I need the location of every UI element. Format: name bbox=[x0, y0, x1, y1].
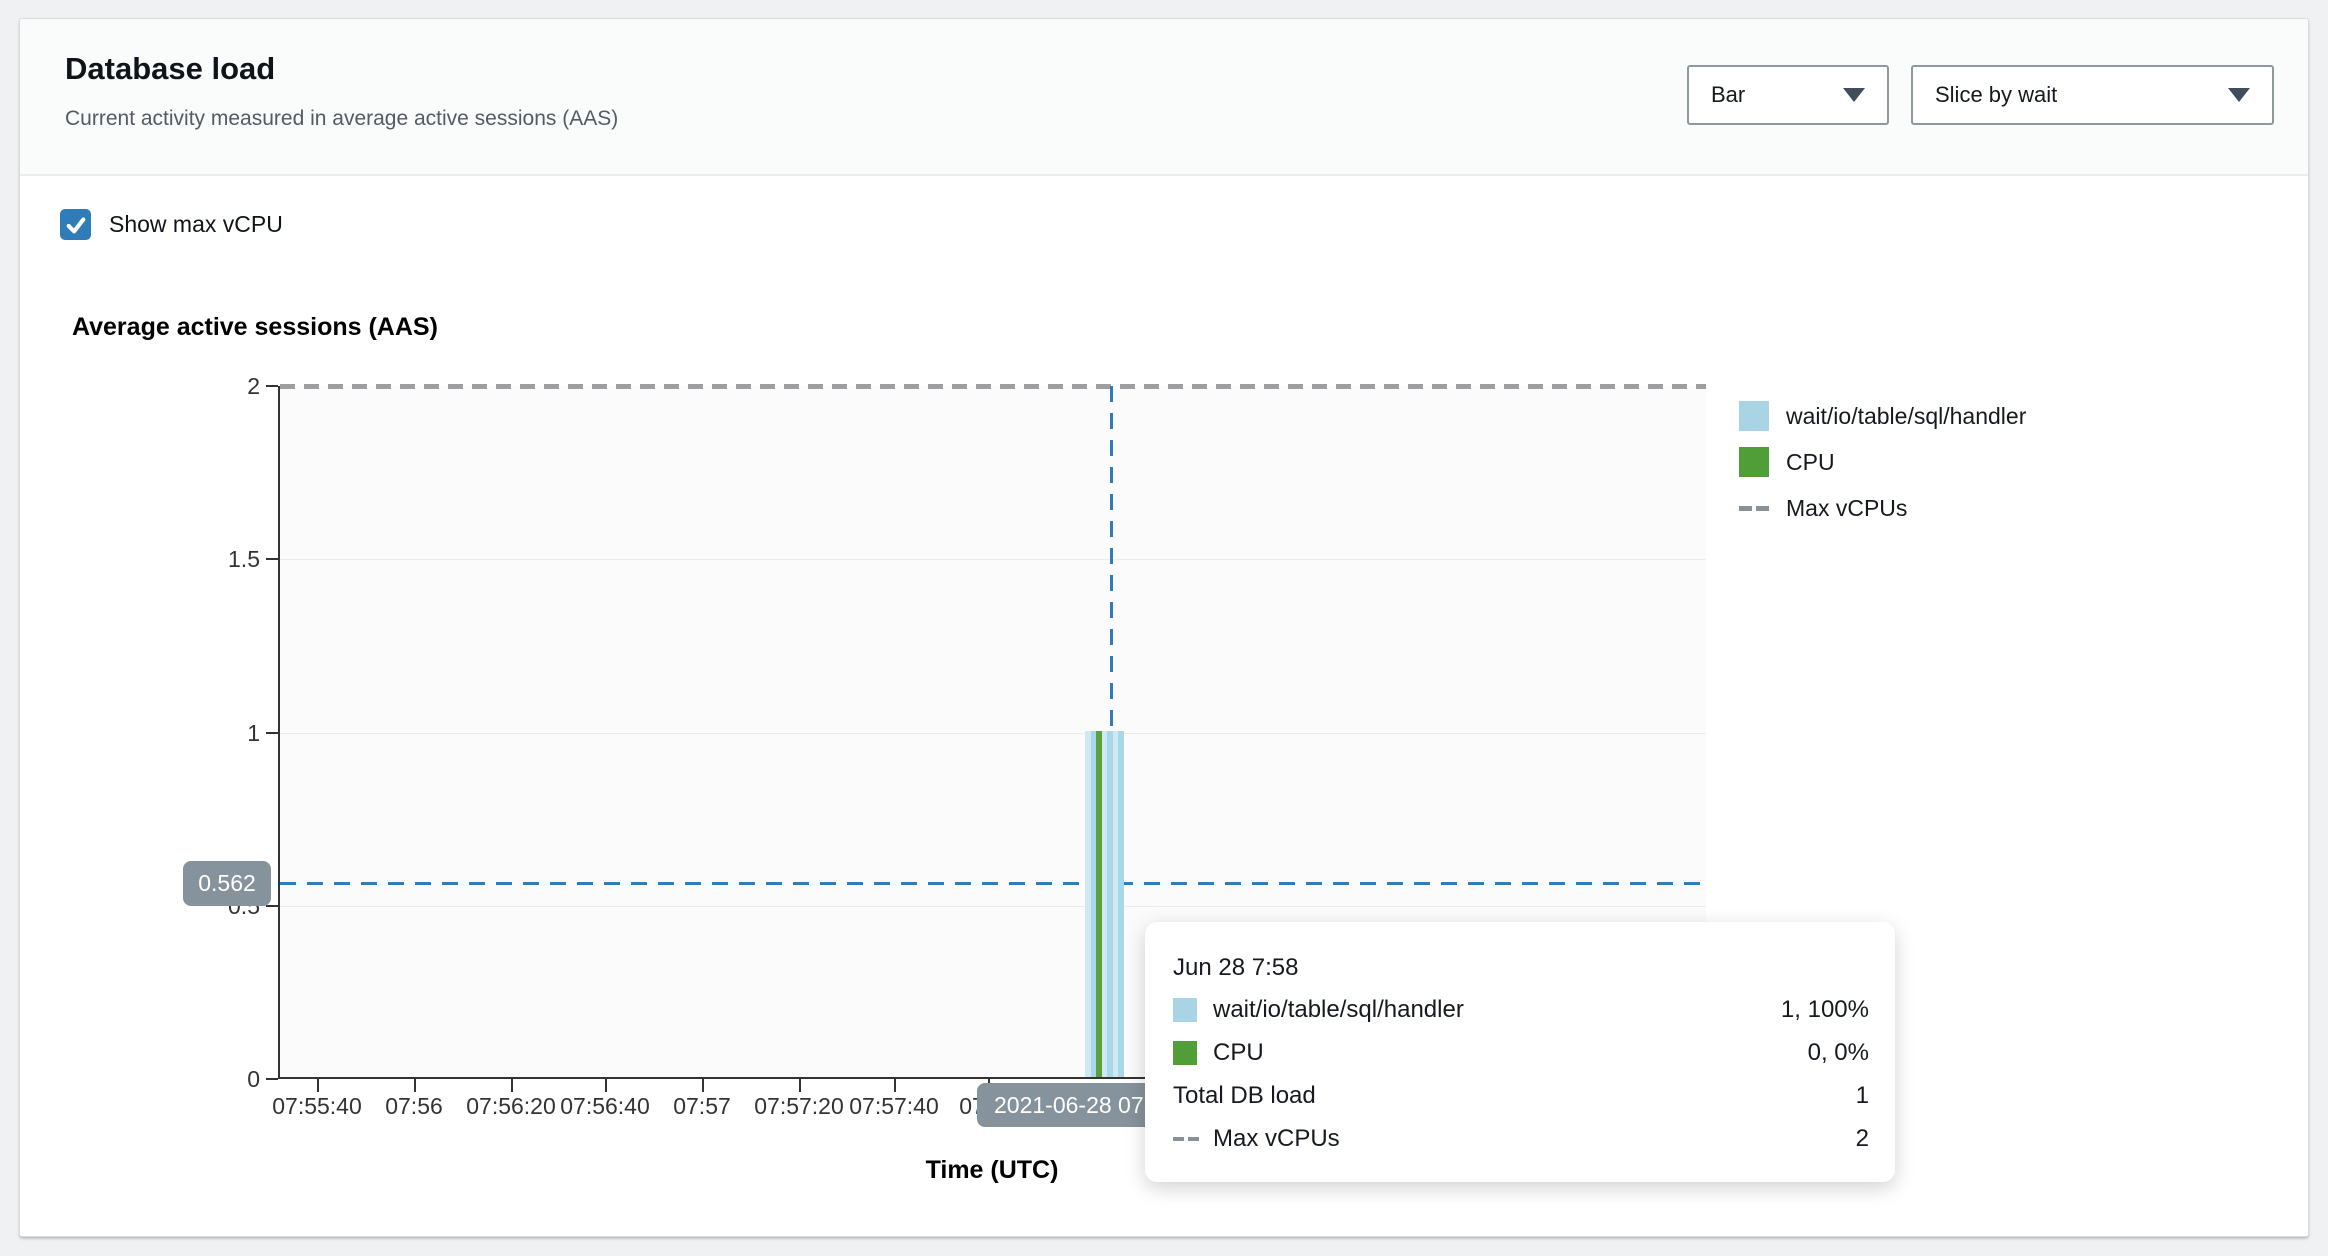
chart-tooltip: Jun 28 7:58 wait/io/table/sql/handler 1,… bbox=[1145, 922, 1895, 1182]
checkmark-icon bbox=[66, 216, 85, 233]
show-max-vcpu-control: Show max vCPU bbox=[60, 209, 283, 240]
y-tick-label: 2 bbox=[247, 373, 260, 399]
chart-legend: wait/io/table/sql/handler CPU Max vCPUs bbox=[1739, 401, 2026, 539]
show-max-vcpu-label: Show max vCPU bbox=[109, 211, 283, 237]
chart-title: Average active sessions (AAS) bbox=[72, 313, 438, 341]
legend-item-max-vcpus[interactable]: Max vCPUs bbox=[1739, 493, 2026, 523]
x-tick-mark bbox=[414, 1079, 416, 1092]
crosshair-y-value-badge: 0.562 bbox=[183, 861, 271, 906]
cpu-swatch-icon bbox=[1173, 1040, 1197, 1065]
legend-label: wait/io/table/sql/handler bbox=[1786, 402, 2027, 429]
x-tick-mark bbox=[799, 1079, 801, 1092]
tooltip-timestamp: Jun 28 7:58 bbox=[1173, 954, 1299, 981]
x-tick-label: 07:57 bbox=[673, 1093, 731, 1119]
y-tick-label: 0 bbox=[247, 1066, 260, 1092]
cpu-swatch-icon bbox=[1739, 447, 1769, 477]
chevron-down-icon bbox=[1843, 88, 1865, 102]
tooltip-row-label: Max vCPUs bbox=[1213, 1124, 1340, 1152]
max-vcpus-reference-line bbox=[280, 384, 1706, 389]
tooltip-row-label: wait/io/table/sql/handler bbox=[1213, 995, 1464, 1023]
x-tick-label: 07:56:40 bbox=[560, 1093, 650, 1119]
x-tick-label: 07:57:40 bbox=[849, 1093, 939, 1119]
aas-chart-plot-area[interactable] bbox=[278, 384, 1706, 1079]
x-tick-label: 07:55:40 bbox=[272, 1093, 362, 1119]
y-tick-label: 1 bbox=[247, 720, 260, 746]
x-tick-label: 07:56:20 bbox=[466, 1093, 556, 1119]
tooltip-row-label: Total DB load bbox=[1173, 1081, 1316, 1109]
x-tick-mark bbox=[511, 1079, 513, 1092]
y-tick-mark bbox=[266, 905, 278, 907]
y-tick-mark bbox=[266, 558, 278, 560]
slice-by-dropdown[interactable]: Slice by wait bbox=[1911, 65, 2274, 125]
x-axis-title: Time (UTC) bbox=[925, 1156, 1059, 1184]
tooltip-row-value: 1, 100% bbox=[1780, 995, 1869, 1023]
tooltip-row-wait-handler: wait/io/table/sql/handler 1, 100% bbox=[1173, 988, 1869, 1031]
y-tick-label: 1.5 bbox=[228, 546, 260, 572]
gridline-0.5 bbox=[280, 906, 1706, 907]
x-tick-mark bbox=[605, 1079, 607, 1092]
tooltip-row-value: 2 bbox=[1855, 1124, 1869, 1152]
page-title: Database load bbox=[65, 51, 276, 86]
x-tick-mark bbox=[317, 1079, 319, 1092]
chart-type-dropdown[interactable]: Bar bbox=[1687, 65, 1889, 125]
tooltip-row-label: CPU bbox=[1213, 1038, 1264, 1066]
dashed-line-icon bbox=[1739, 505, 1769, 511]
database-load-panel: Database load Current activity measured … bbox=[19, 18, 2309, 1237]
y-tick-mark bbox=[266, 732, 278, 734]
chart-type-dropdown-value: Bar bbox=[1711, 82, 1746, 107]
legend-label: CPU bbox=[1786, 448, 1835, 475]
wait-handler-swatch-icon bbox=[1173, 997, 1197, 1022]
y-tick-mark bbox=[266, 385, 278, 387]
tooltip-row-max-vcpus: Max vCPUs 2 bbox=[1173, 1117, 1869, 1160]
crosshair-x-value-badge: 2021-06-28 07 bbox=[977, 1083, 1161, 1127]
gridline-1.5 bbox=[280, 559, 1706, 560]
x-tick-mark bbox=[894, 1079, 896, 1092]
db-load-bar-group[interactable] bbox=[1085, 731, 1124, 1077]
tooltip-row-value: 0, 0% bbox=[1807, 1038, 1869, 1066]
x-tick-label: 07:57:20 bbox=[754, 1093, 844, 1119]
dashed-line-icon bbox=[1173, 1136, 1199, 1141]
tooltip-row-value: 1 bbox=[1855, 1081, 1869, 1109]
legend-item-cpu[interactable]: CPU bbox=[1739, 447, 2026, 477]
gridline-1 bbox=[280, 733, 1706, 734]
tooltip-row-cpu: CPU 0, 0% bbox=[1173, 1031, 1869, 1074]
legend-item-wait-handler[interactable]: wait/io/table/sql/handler bbox=[1739, 401, 2026, 431]
show-max-vcpu-checkbox[interactable] bbox=[60, 209, 91, 240]
wait-handler-swatch-icon bbox=[1739, 401, 1769, 431]
panel-subtitle: Current activity measured in average act… bbox=[65, 107, 619, 130]
chevron-down-icon bbox=[2228, 88, 2250, 102]
slice-by-dropdown-value: Slice by wait bbox=[1935, 82, 2058, 107]
x-tick-label: 07:56 bbox=[385, 1093, 443, 1119]
panel-header: Database load Current activity measured … bbox=[20, 19, 2308, 176]
tooltip-row-total-db-load: Total DB load 1 bbox=[1173, 1074, 1869, 1117]
crosshair-horizontal-line bbox=[280, 882, 1706, 885]
x-tick-mark bbox=[702, 1079, 704, 1092]
y-tick-mark bbox=[266, 1078, 278, 1080]
legend-label: Max vCPUs bbox=[1786, 494, 1908, 521]
